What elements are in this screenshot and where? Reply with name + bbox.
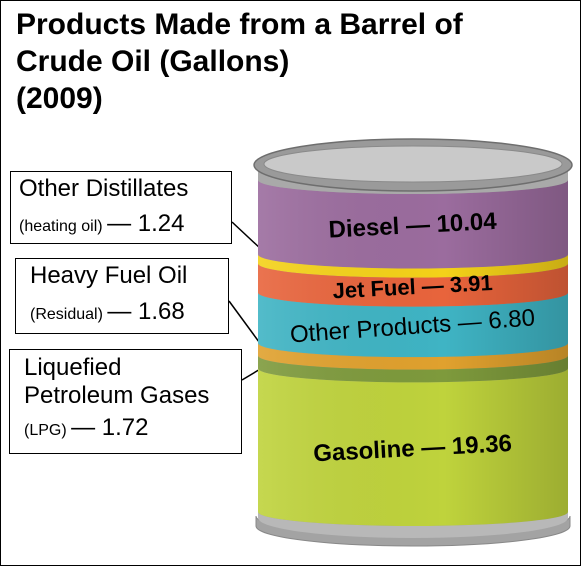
callout-line-heavy-fuel-oil — [228, 300, 263, 347]
chart-title: Products Made from a Barrel of Crude Oil… — [16, 6, 576, 117]
callout-lpg-value: — 1.72 — [71, 414, 149, 441]
title-line-3: (2009) — [16, 82, 103, 115]
callout-other-distillates-value: — 1.24 — [107, 210, 185, 237]
callout-heavy-fuel-oil: Heavy Fuel Oil (Residual) — 1.68 — [15, 258, 229, 334]
callout-heavy-fuel-oil-value: — 1.68 — [107, 298, 185, 325]
callout-lpg-name-line1: Liquefied — [24, 354, 122, 381]
barrel-shading — [258, 180, 568, 526]
callout-lpg-name-line2: Petroleum Gases — [24, 382, 210, 409]
callout-lpg: Liquefied Petroleum Gases (LPG) — 1.72 — [9, 349, 242, 454]
title-line-2: Crude Oil (Gallons) — [16, 45, 290, 78]
title-line-1: Products Made from a Barrel of — [16, 8, 463, 41]
callout-other-distillates: Other Distillates (heating oil) — 1.24 — [10, 171, 232, 244]
barrel-lid — [263, 145, 563, 183]
barrel-bottom-band — [258, 512, 568, 538]
callout-other-distillates-name: Other Distillates — [19, 175, 189, 202]
callout-line-other-distillates — [231, 221, 263, 251]
callout-heavy-fuel-oil-paren: (Residual) — [30, 306, 103, 323]
callout-heavy-fuel-oil-name: Heavy Fuel Oil — [30, 262, 188, 289]
callout-other-distillates-paren: (heating oil) — [19, 218, 103, 235]
callout-lpg-paren: (LPG) — [24, 422, 67, 439]
